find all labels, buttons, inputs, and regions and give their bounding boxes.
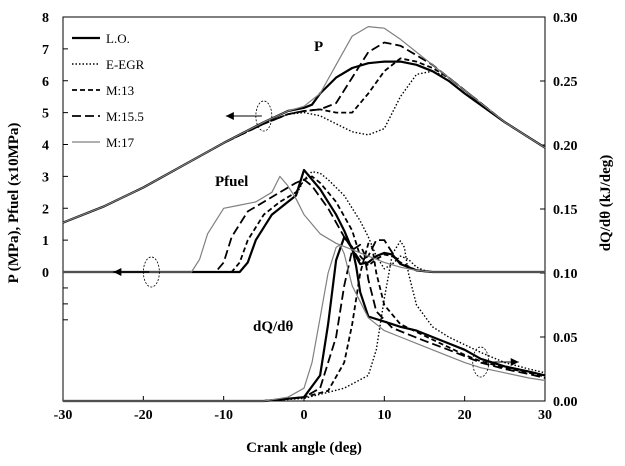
y-right-tick-label: 0.15 — [553, 203, 578, 218]
annotation-pfuel: Pfuel — [215, 174, 248, 190]
y-left-tick-label: 1 — [42, 234, 49, 249]
x-tick-label: 20 — [458, 408, 472, 423]
series-line-p-e-egr — [62, 70, 546, 224]
x-tick-label: -30 — [54, 408, 73, 423]
series-line-dq-l-o- — [63, 236, 546, 403]
y-axis-left-title: P (MPa), Pfuel (x10MPa) — [6, 123, 22, 284]
y-right-tick-label: 0.20 — [553, 139, 578, 154]
y-left-tick-label: 4 — [42, 139, 49, 154]
y-left-tick-label: 2 — [42, 202, 49, 217]
legend-label: M:13 — [106, 83, 134, 98]
y-right-tick-label: 0.30 — [553, 11, 578, 26]
plot-frame — [62, 16, 546, 402]
dq-axis-indicator-arrow-head — [510, 358, 519, 366]
legend-label: E-EGR — [106, 57, 145, 72]
legend-label: M:15.5 — [106, 109, 144, 124]
series-line-pfuel-l-o- — [63, 168, 545, 274]
y-right-tick-label: 0.25 — [553, 75, 578, 90]
series-line-pfuel-e-egr — [63, 170, 545, 273]
x-tick-label: -20 — [134, 408, 153, 423]
x-tick-label: 10 — [377, 408, 391, 423]
y-left-tick-label: 3 — [42, 170, 49, 185]
y-right-tick-label: 0.10 — [553, 267, 578, 282]
p-axis-indicator-arrow-head — [225, 112, 234, 120]
legend-label: M:17 — [106, 135, 135, 150]
x-axis-title: Crank angle (deg) — [246, 440, 362, 456]
pfuel-axis-indicator-arrow-head — [113, 268, 122, 276]
series-line-dq-m-13 — [63, 242, 546, 402]
y-right-tick-label: 0.05 — [553, 331, 578, 346]
y-left-tick-label: 5 — [42, 107, 49, 122]
x-tick-label: -10 — [214, 408, 233, 423]
y-axis-right-title: dQ/dθ (kJ/deg) — [598, 155, 614, 252]
y-left-tick-label: 8 — [42, 11, 49, 26]
series-line-pfuel-m-15-5 — [63, 178, 545, 273]
y-left-tick-label: 0 — [42, 266, 49, 281]
y-right-tick-label: 0.00 — [553, 395, 578, 410]
annotation-dq-dtheta: dQ/dθ — [253, 319, 294, 335]
annotation-p: P — [314, 39, 323, 55]
series-line-dq-e-egr — [63, 240, 546, 402]
legend-label: L.O. — [106, 31, 130, 46]
y-left-tick-label: 6 — [42, 75, 49, 90]
series-line-dq-m-15-5 — [63, 243, 546, 402]
series-line-p-m-13 — [62, 57, 546, 224]
y-left-tick-label: 7 — [42, 43, 49, 58]
series-line-pfuel-m-17 — [63, 175, 545, 273]
series-line-p-l-o- — [62, 60, 546, 224]
series-line-p-m-17 — [62, 26, 546, 224]
x-tick-label: 0 — [301, 408, 308, 423]
x-tick-label: 30 — [538, 408, 552, 423]
series-line-dq-m-17 — [63, 244, 546, 402]
